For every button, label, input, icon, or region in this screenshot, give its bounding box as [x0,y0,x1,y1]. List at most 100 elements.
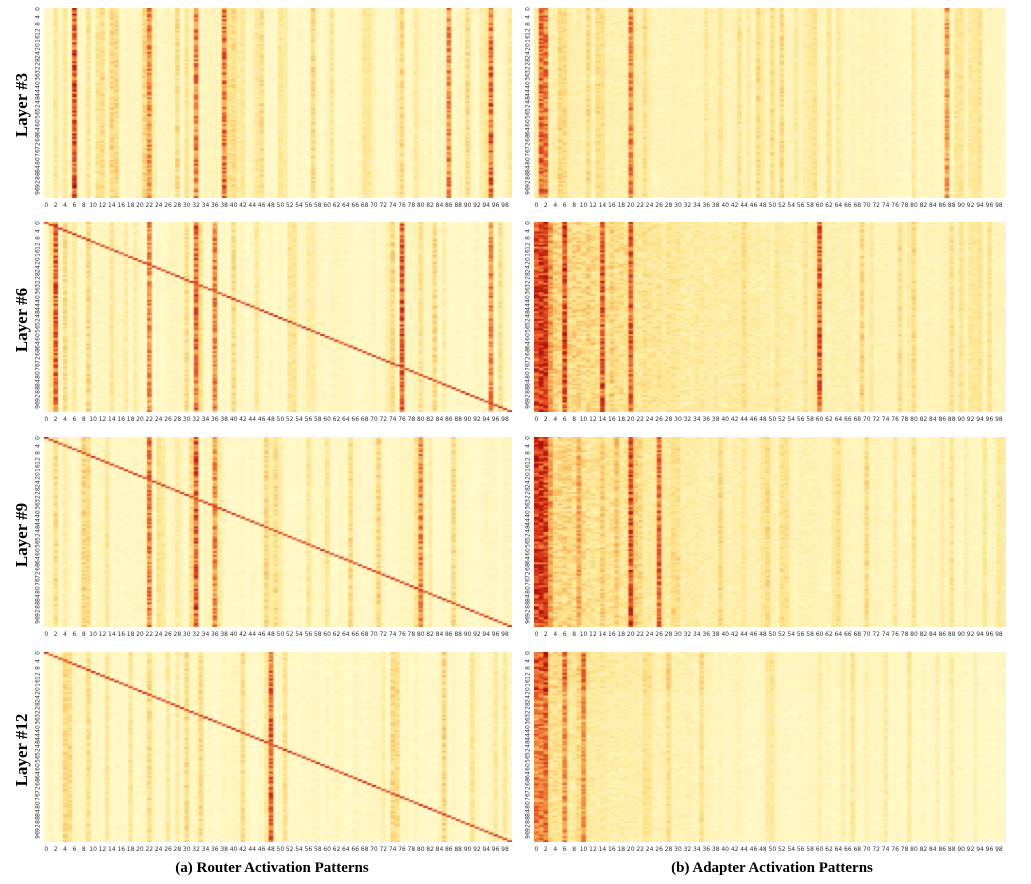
x-tick-label: 36 [210,631,219,638]
x-tick-label: 54 [787,202,796,209]
y-tick-label: 4 [524,14,532,19]
x-tick-label: 44 [740,846,748,853]
x-tick-label: 88 [947,416,956,423]
x-tick-label: 92 [966,631,975,638]
x-tick-label: 48 [759,846,767,853]
x-tick-label: 76 [891,846,899,853]
x-tick-label: 22 [636,202,645,209]
x-tick-label: 58 [806,416,814,423]
x-tick-label: 80 [910,416,918,423]
x-tick-label: 94 [482,416,491,423]
x-tick-label: 18 [126,846,135,853]
x-tick-label: 12 [589,846,597,853]
x-tick-label: 18 [617,846,626,853]
y-tick-label: 0 [34,436,42,440]
y-tick-label: 96 [524,616,532,625]
x-tick-label: 40 [229,631,238,638]
heatmap-cells [44,222,512,412]
x-tick-label: 70 [370,631,378,638]
x-tick-label: 88 [454,202,462,209]
x-tick-label: 32 [192,416,200,423]
y-tick-label: 8 [524,22,532,27]
y-tick-label: 88 [34,172,42,180]
x-tick-label: 92 [966,846,975,853]
x-tick-label: 34 [201,202,210,209]
x-tick-label: 94 [976,202,984,209]
x-tick-label: 92 [473,202,481,209]
y-tick-label: 20 [524,687,532,695]
x-tick-label: 22 [145,416,154,423]
x-tick-label: 52 [285,846,294,853]
x-tick-label: 32 [683,416,692,423]
x-tick-label: 72 [379,631,388,638]
x-tick-label: 8 [572,846,577,853]
x-tick-label: 62 [825,846,833,853]
x-tick-label: 14 [108,846,116,853]
x-tick-label: 46 [257,846,266,853]
x-tick-label: 46 [257,416,266,423]
x-tick-label: 20 [136,202,144,209]
y-tick-label: 0 [524,221,532,225]
y-tick-label: 20 [34,43,42,51]
x-tick-label: 94 [482,202,491,209]
x-tick-label: 58 [806,202,814,209]
x-tick-label: 72 [872,202,881,209]
y-tick-label: 60 [34,119,42,127]
x-tick-label: 82 [919,416,928,423]
x-tick-label: 34 [693,846,701,853]
x-tick-label: 4 [553,631,558,638]
x-tick-label: 60 [815,416,824,423]
x-tick-label: 44 [740,416,748,423]
x-tick-label: 38 [711,416,720,423]
x-tick-label: 40 [229,846,238,853]
y-tick-label: 48 [34,96,42,104]
x-tick-label: 78 [900,202,909,209]
y-axis-ticks: 0 4 8 12 16 20 24 28 32 36 40 44 48 52 56 60 64 68 72 76 80 8… [524,436,532,627]
y-tick-label: 88 [524,816,532,824]
x-tick-label: 34 [201,416,210,423]
x-tick-label: 96 [491,416,500,423]
x-tick-label: 80 [910,202,918,209]
x-tick-label: 48 [267,416,275,423]
x-tick-label: 50 [768,416,777,423]
x-tick-label: 52 [285,631,294,638]
y-tick-label: 48 [524,525,532,533]
x-tick-label: 60 [815,202,824,209]
x-tick-label: 30 [674,846,682,853]
x-tick-label: 52 [777,846,786,853]
x-tick-label: 54 [787,416,796,423]
x-tick-label: 60 [815,631,824,638]
x-tick-label: 68 [360,202,369,209]
x-axis-ticks: 0 2 4 6 8 10 12 14 16 18 20 22 24 26 28 30 32 34 36 38 40 42 4… [44,846,512,855]
x-tick-label: 64 [834,202,843,209]
y-tick-label: 80 [524,157,532,165]
x-tick-label: 20 [136,846,144,853]
x-tick-label: 32 [683,202,692,209]
x-tick-label: 40 [229,202,238,209]
x-tick-label: 16 [608,631,616,638]
y-axis-ticks: 0 4 8 12 16 20 24 28 32 36 40 44 48 52 56 60 64 68 72 76 80 8… [524,7,532,198]
x-tick-label: 74 [388,202,397,209]
x-tick-label: 82 [919,846,928,853]
x-tick-label: 50 [276,202,285,209]
x-tick-label: 36 [702,416,711,423]
y-tick-label: 20 [34,257,42,265]
x-tick-label: 30 [182,846,191,853]
x-tick-label: 6 [562,631,567,638]
x-tick-label: 56 [796,631,805,638]
y-tick-label: 60 [524,548,532,556]
x-tick-label: 2 [53,416,58,423]
y-tick-label: 28 [524,58,532,66]
x-tick-label: 90 [463,846,472,853]
x-tick-label: 26 [655,202,663,209]
x-tick-label: 46 [749,416,758,423]
x-tick-label: 20 [136,416,144,423]
x-tick-label: 84 [929,631,937,638]
y-tick-label: 60 [34,548,42,556]
heatmap-adapter-layer-6 [534,222,1006,412]
x-tick-label: 70 [370,202,378,209]
x-tick-label: 2 [53,202,58,209]
y-tick-label: 88 [524,601,532,609]
x-tick-label: 80 [416,202,425,209]
